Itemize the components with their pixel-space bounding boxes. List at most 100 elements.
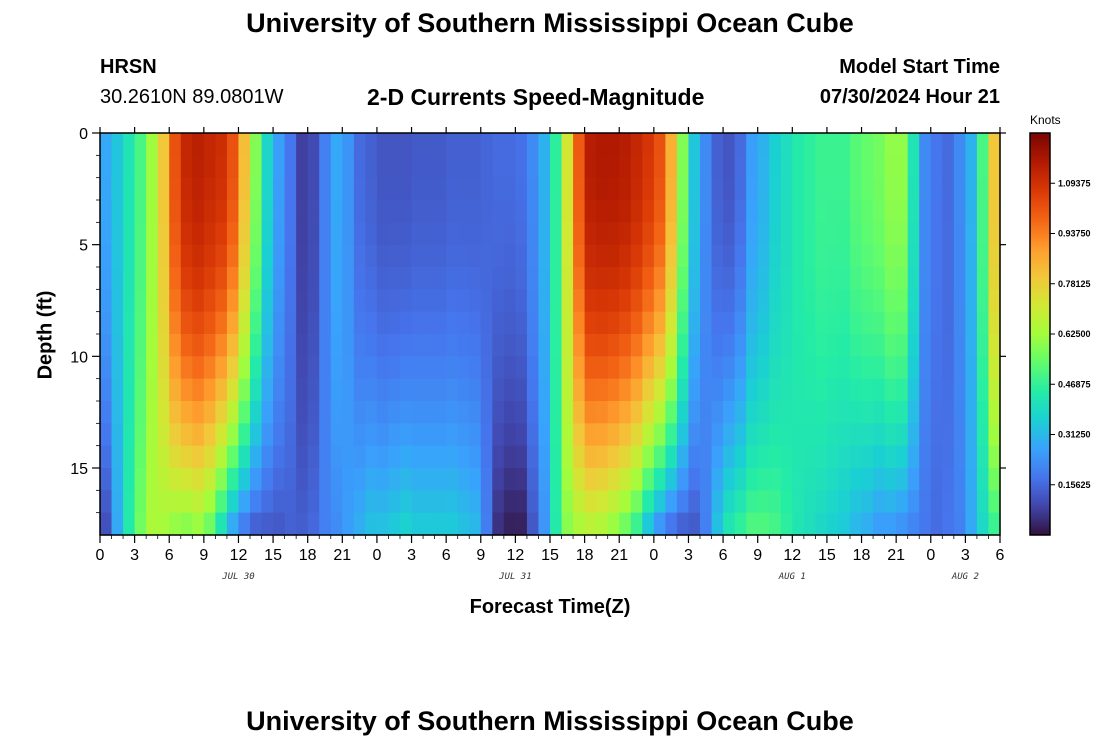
heatmap-cell <box>480 289 493 313</box>
heatmap-cell <box>873 423 886 447</box>
heatmap-cell <box>884 378 897 402</box>
heatmap-cell <box>688 490 701 514</box>
heatmap-cell <box>180 423 193 447</box>
heatmap-cell <box>838 289 851 313</box>
heatmap-cell <box>561 445 574 469</box>
heatmap-cell <box>642 468 655 491</box>
heatmap-cell <box>734 311 747 335</box>
heatmap-cell <box>296 311 309 335</box>
heatmap-cell <box>826 311 840 335</box>
heatmap-cell <box>100 423 113 447</box>
heatmap-cell <box>803 423 816 447</box>
heatmap-cell <box>596 289 609 313</box>
heatmap-cell <box>192 468 205 491</box>
heatmap-cell <box>826 378 840 402</box>
heatmap-cell <box>850 267 863 290</box>
heatmap-cell <box>307 334 320 357</box>
heatmap-cell <box>203 445 216 469</box>
heatmap-cell <box>596 423 609 447</box>
heatmap-cell <box>746 334 759 357</box>
heatmap-cell <box>423 155 436 179</box>
heatmap-cell <box>388 289 401 313</box>
heatmap-cell <box>284 200 297 223</box>
heatmap-cell <box>596 244 609 268</box>
x-tick-label: 0 <box>649 547 658 564</box>
heatmap-cell <box>734 378 747 402</box>
heatmap-cell <box>953 512 966 536</box>
heatmap-cell <box>503 378 516 402</box>
heatmap-cell <box>307 222 320 246</box>
heatmap-cell <box>376 222 390 246</box>
heatmap-cell <box>353 244 366 268</box>
heatmap-cell <box>711 200 724 223</box>
heatmap-cell <box>665 468 678 491</box>
heatmap-cell <box>111 244 124 268</box>
heatmap-cell <box>734 490 747 514</box>
heatmap-cell <box>307 244 320 268</box>
heatmap-cell <box>250 222 263 246</box>
heatmap-cell <box>100 356 113 380</box>
heatmap-cell <box>134 378 147 402</box>
heatmap-cell <box>688 512 701 536</box>
heatmap-cell <box>850 244 863 268</box>
heatmap-cell <box>573 356 586 380</box>
heatmap-cell <box>180 490 193 514</box>
heatmap-cell <box>780 445 793 469</box>
heatmap-cell <box>700 133 713 156</box>
heatmap-cell <box>976 468 990 491</box>
heatmap-cell <box>676 356 690 380</box>
heatmap-cell <box>434 289 447 313</box>
heatmap-cell <box>342 468 355 491</box>
heatmap-cell <box>734 244 747 268</box>
heatmap-cell <box>319 378 332 402</box>
heatmap-cell <box>503 200 516 223</box>
heatmap-cell <box>400 356 413 380</box>
heatmap-cell <box>815 267 828 290</box>
heatmap-cell <box>642 423 655 447</box>
heatmap-cell <box>942 133 955 156</box>
heatmap-cell <box>342 222 355 246</box>
heatmap-cell <box>319 490 332 514</box>
heatmap-cell <box>930 133 943 156</box>
heatmap-cell <box>861 177 874 201</box>
heatmap-cell <box>561 244 574 268</box>
heatmap-cell <box>284 177 297 201</box>
heatmap-cell <box>492 267 505 290</box>
heatmap-cell <box>423 334 436 357</box>
heatmap-cell <box>250 133 263 156</box>
heatmap-cell <box>203 222 216 246</box>
heatmap-cell <box>515 311 528 335</box>
x-tick-label: 0 <box>96 547 105 564</box>
heatmap-cell <box>976 401 990 424</box>
heatmap-cell <box>792 133 805 156</box>
heatmap-cell <box>815 289 828 313</box>
heatmap-cell <box>573 311 586 335</box>
heatmap-cell <box>688 244 701 268</box>
heatmap-cell <box>538 356 551 380</box>
heatmap-cell <box>503 311 516 335</box>
heatmap-cell <box>596 155 609 179</box>
heatmap-cell <box>688 133 701 156</box>
heatmap-cell <box>792 334 805 357</box>
station-coordinates: 30.2610N 89.0801W <box>100 86 284 108</box>
heatmap-cell <box>919 445 932 469</box>
heatmap-cell <box>146 468 159 491</box>
heatmap-cell <box>192 200 205 223</box>
heatmap-cell <box>538 401 551 424</box>
heatmap-cell <box>769 401 782 424</box>
heatmap-cell <box>296 490 309 514</box>
heatmap-cell <box>769 222 782 246</box>
heatmap-cell <box>561 311 574 335</box>
heatmap-cell <box>307 468 320 491</box>
heatmap-cell <box>503 244 516 268</box>
heatmap-cell <box>550 356 563 380</box>
heatmap-cell <box>907 133 920 156</box>
heatmap-cell <box>492 289 505 313</box>
heatmap-cell <box>503 289 516 313</box>
heatmap-cell <box>884 155 897 179</box>
heatmap-cell <box>792 222 805 246</box>
heatmap-cell <box>965 356 978 380</box>
heatmap-cell <box>746 244 759 268</box>
heatmap-cell <box>515 468 528 491</box>
heatmap-cell <box>226 133 240 156</box>
